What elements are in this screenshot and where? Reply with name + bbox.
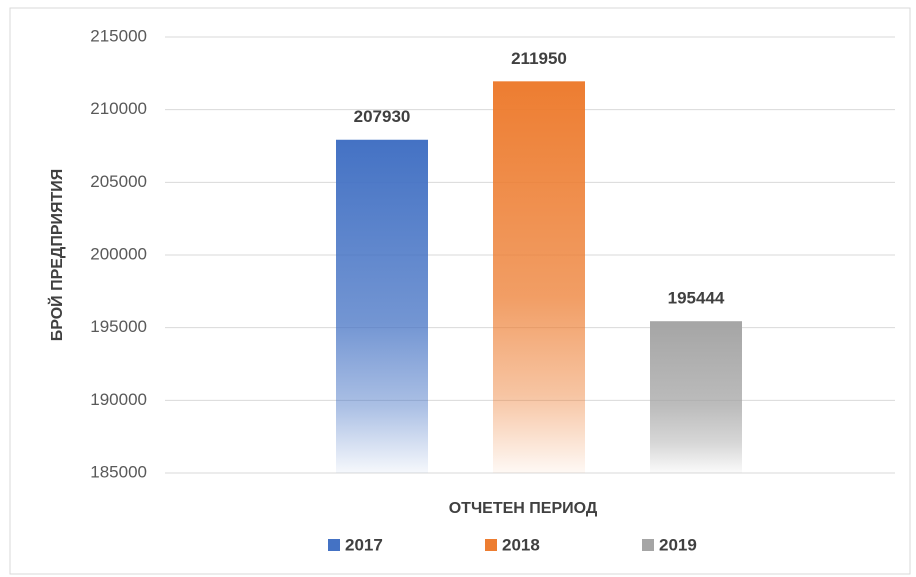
y-tick-label: 215000 xyxy=(90,26,147,45)
bar xyxy=(493,81,585,474)
y-tick-label: 195000 xyxy=(90,317,147,336)
legend-swatch xyxy=(328,539,340,551)
value-label: 207930 xyxy=(354,107,411,126)
legend-label: 2017 xyxy=(345,535,383,554)
legend-swatch xyxy=(642,539,654,551)
legend-swatch xyxy=(485,539,497,551)
x-axis-title: ОТЧЕТЕН ПЕРИОД xyxy=(449,500,598,517)
y-tick-label: 210000 xyxy=(90,99,147,118)
legend-label: 2019 xyxy=(659,535,697,554)
bar xyxy=(650,321,742,473)
chart-border xyxy=(9,7,911,575)
value-label: 195444 xyxy=(668,289,725,308)
y-tick-label: 185000 xyxy=(90,462,147,481)
y-axis-title: БРОЙ ПРЕДПРИЯТИЯ xyxy=(47,169,66,342)
y-tick-label: 190000 xyxy=(90,390,147,409)
y-tick-label: 205000 xyxy=(90,172,147,191)
value-label: 211950 xyxy=(511,49,567,68)
y-tick-label: 200000 xyxy=(90,244,147,263)
legend-label: 2018 xyxy=(502,535,540,554)
bar xyxy=(336,139,428,473)
